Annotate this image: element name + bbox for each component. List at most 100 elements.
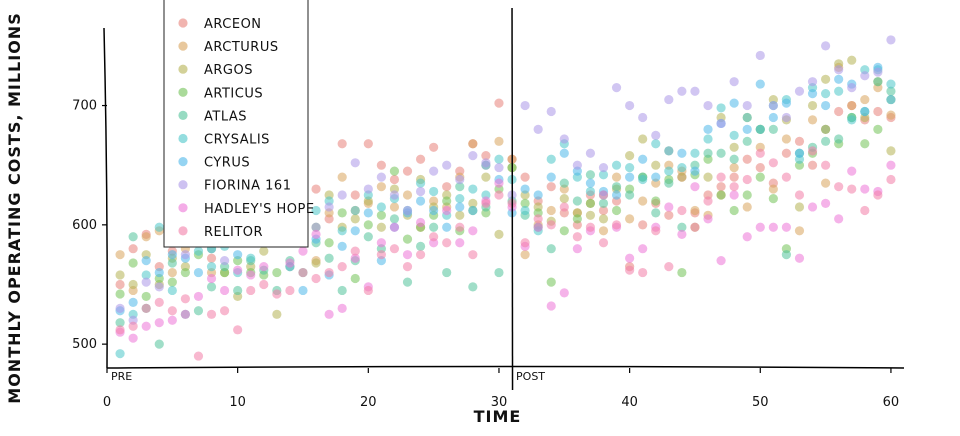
data-point — [154, 318, 164, 328]
data-point — [873, 67, 883, 77]
data-point — [141, 277, 151, 287]
data-point — [337, 208, 347, 218]
data-point — [429, 142, 439, 152]
data-point — [442, 205, 452, 216]
data-point — [376, 202, 386, 212]
data-point — [481, 198, 491, 208]
data-point — [794, 148, 805, 158]
data-point — [167, 267, 177, 278]
data-point — [376, 222, 386, 232]
data-point — [703, 100, 713, 111]
legend-label: ATLAS — [204, 109, 247, 124]
data-point — [651, 196, 661, 206]
data-point — [415, 217, 426, 228]
data-point — [860, 106, 870, 117]
data-point — [729, 162, 739, 173]
data-point — [246, 270, 256, 280]
data-point — [625, 253, 635, 263]
data-point — [402, 166, 413, 176]
data-point — [807, 202, 818, 212]
data-point — [193, 267, 204, 278]
data-point — [128, 321, 138, 331]
data-point — [585, 178, 596, 188]
x-axis-line — [106, 365, 905, 369]
legend-marker — [178, 18, 188, 28]
data-point — [690, 205, 700, 216]
data-point — [115, 250, 125, 260]
data-point — [716, 118, 726, 129]
data-point — [337, 226, 347, 236]
data-point — [625, 100, 635, 111]
data-point — [415, 178, 426, 188]
legend-marker — [178, 157, 188, 167]
legend-marker — [178, 133, 188, 144]
data-point — [742, 112, 752, 123]
data-point — [873, 124, 883, 135]
data-point — [729, 190, 739, 200]
data-point — [376, 160, 386, 170]
data-point — [585, 198, 596, 208]
data-point — [311, 273, 321, 284]
data-point — [233, 250, 243, 260]
data-point — [625, 214, 635, 224]
data-point — [233, 285, 243, 296]
data-point — [807, 146, 818, 156]
data-point — [402, 190, 413, 200]
legend-marker — [178, 180, 188, 190]
data-point — [337, 139, 347, 149]
data-point — [821, 160, 831, 170]
data-point — [481, 151, 491, 161]
data-point — [638, 112, 648, 123]
data-point — [755, 79, 765, 89]
data-point — [873, 190, 883, 200]
data-point — [141, 270, 151, 280]
data-point — [285, 285, 295, 296]
intervention-line — [511, 7, 514, 391]
legend-box — [163, 0, 309, 248]
data-point — [206, 253, 217, 263]
data-point — [873, 77, 883, 87]
legend-label: RELITOR — [204, 225, 263, 240]
data-point — [781, 222, 792, 232]
data-point — [533, 190, 543, 200]
data-point — [180, 267, 190, 278]
data-point — [768, 222, 778, 232]
data-point — [768, 184, 778, 194]
legend-marker — [178, 41, 188, 51]
data-point — [115, 270, 125, 280]
data-point — [821, 89, 831, 99]
data-point — [363, 232, 373, 242]
data-point — [664, 166, 674, 176]
data-point — [402, 234, 413, 244]
data-point — [206, 261, 217, 272]
data-point — [298, 285, 308, 296]
data-point — [703, 214, 713, 224]
data-point — [180, 309, 190, 319]
data-point — [193, 351, 204, 361]
data-point — [442, 238, 452, 248]
data-point — [794, 226, 805, 236]
data-point — [363, 285, 373, 296]
data-point — [755, 172, 765, 182]
data-point — [206, 282, 217, 292]
data-point — [494, 267, 504, 278]
data-point — [625, 172, 635, 182]
data-point — [180, 294, 190, 304]
data-point — [233, 265, 243, 275]
data-point — [677, 148, 687, 158]
post-annotation: POST — [516, 370, 545, 383]
data-point — [206, 309, 217, 319]
data-point — [794, 253, 805, 263]
data-point — [651, 226, 661, 236]
data-point — [272, 289, 282, 299]
data-point — [742, 190, 752, 200]
data-point — [755, 50, 765, 61]
data-point — [886, 94, 896, 105]
data-point — [141, 256, 151, 266]
data-point — [128, 279, 138, 290]
data-point — [716, 103, 726, 113]
data-point — [886, 110, 896, 120]
data-point — [520, 184, 530, 194]
data-point — [468, 205, 478, 216]
data-point — [311, 229, 321, 239]
